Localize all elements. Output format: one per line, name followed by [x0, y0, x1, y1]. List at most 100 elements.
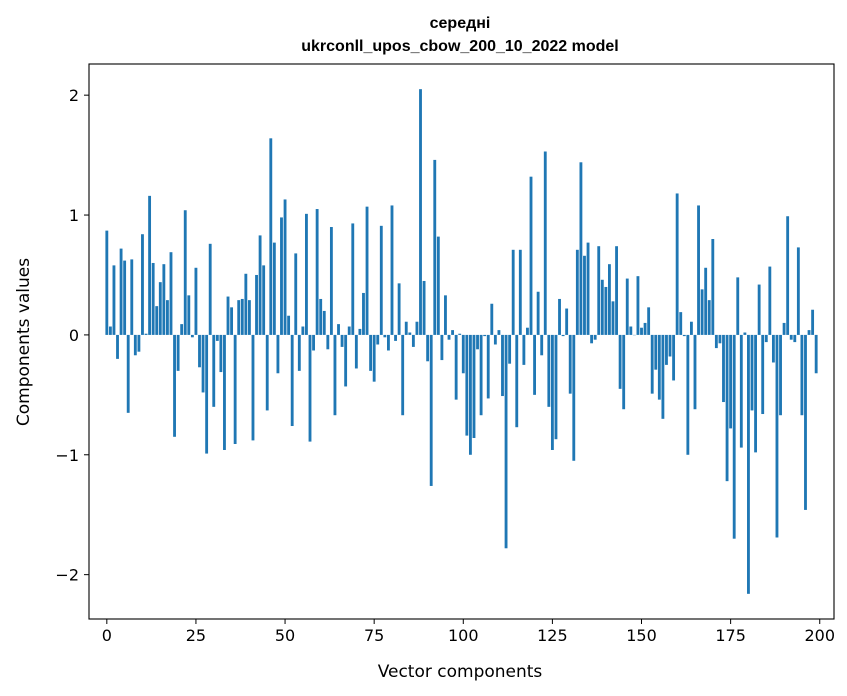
- bar-component-56: [305, 213, 308, 335]
- bar-component-151: [643, 322, 647, 335]
- bar-component-103: [472, 334, 476, 438]
- bar-component-149: [636, 276, 640, 335]
- bar-component-67: [344, 334, 348, 387]
- bar-component-132: [575, 249, 579, 335]
- bar-component-84: [404, 321, 408, 335]
- bar-component-5: [123, 260, 127, 335]
- bar-component-186: [768, 266, 772, 335]
- bar-component-48: [276, 334, 280, 374]
- bar-component-190: [782, 322, 786, 335]
- bar-component-14: [155, 306, 159, 335]
- bar-component-21: [180, 324, 184, 335]
- y-tick-label: 2: [69, 86, 79, 105]
- bar-component-37: [237, 300, 241, 335]
- bar-component-147: [629, 326, 633, 335]
- bar-component-63: [329, 227, 333, 335]
- bar-component-60: [319, 298, 323, 335]
- y-axis-ticks: −2 −1 0 1 2: [55, 86, 89, 585]
- bar-component-18: [169, 252, 173, 335]
- bar-component-93: [436, 236, 440, 335]
- bar-component-124: [547, 334, 551, 407]
- bar-component-122: [540, 334, 544, 356]
- bar-component-109: [493, 334, 497, 345]
- bar-component-178: [739, 334, 743, 448]
- bar-component-50: [283, 199, 287, 335]
- bar-component-86: [411, 334, 415, 347]
- bar-component-160: [675, 193, 679, 335]
- bar-component-15: [158, 282, 162, 335]
- bar-component-61: [322, 310, 326, 335]
- bar-component-49: [280, 217, 283, 335]
- bar-component-163: [686, 334, 690, 455]
- bar-component-192: [789, 334, 793, 340]
- bar-component-159: [672, 334, 676, 381]
- bar-component-172: [718, 334, 722, 344]
- bar-component-187: [771, 334, 775, 363]
- bar-component-115: [515, 334, 519, 428]
- y-tick-label: −2: [55, 566, 79, 585]
- bar-component-69: [351, 223, 355, 335]
- x-tick-label: 125: [537, 626, 568, 645]
- plot-frame: [88, 63, 835, 620]
- bar-component-71: [358, 328, 362, 335]
- bar-component-146: [625, 278, 629, 335]
- bar-component-76: [376, 334, 380, 345]
- y-axis-label: Components values: [14, 258, 34, 426]
- bar-component-101: [465, 334, 469, 436]
- bar-component-33: [223, 334, 226, 450]
- bar-component-189: [779, 334, 782, 416]
- bar-component-3: [116, 334, 119, 359]
- bar-component-181: [750, 334, 754, 411]
- bar-component-57: [308, 334, 312, 442]
- bar-component-137: [593, 334, 597, 340]
- bar-component-78: [383, 334, 387, 338]
- bar-component-30: [212, 334, 216, 407]
- bar-component-150: [640, 327, 643, 335]
- bar-component-82: [397, 283, 401, 335]
- bar-component-10: [141, 234, 144, 335]
- bar-component-152: [647, 307, 651, 335]
- bar-component-40: [247, 300, 251, 335]
- bar-component-47: [272, 242, 276, 335]
- bar-component-143: [615, 246, 618, 335]
- bar-component-112: [504, 334, 508, 549]
- bar-component-140: [604, 286, 608, 335]
- bar-component-176: [732, 334, 736, 539]
- bar-component-107: [486, 334, 490, 399]
- bar-component-65: [337, 324, 340, 335]
- bar-component-142: [611, 301, 615, 335]
- bar-component-72: [362, 292, 365, 335]
- bar-component-34: [226, 296, 230, 335]
- bar-component-179: [743, 332, 747, 335]
- bar-component-13: [151, 262, 155, 335]
- bar-component-129: [565, 308, 569, 335]
- bar-component-154: [654, 334, 658, 370]
- bar-component-83: [401, 334, 405, 416]
- bar-component-53: [294, 253, 298, 335]
- bar-component-117: [522, 334, 526, 365]
- bar-component-118: [526, 327, 529, 335]
- bar-component-43: [258, 235, 262, 335]
- bar-component-66: [340, 334, 344, 347]
- bar-component-97: [451, 330, 455, 335]
- bar-component-100: [461, 334, 465, 374]
- bar-component-111: [501, 334, 504, 397]
- bar-component-128: [561, 334, 565, 337]
- bar-component-174: [725, 334, 729, 482]
- bar-component-166: [697, 205, 700, 335]
- bar-component-133: [579, 162, 583, 335]
- bar-component-185: [764, 334, 768, 343]
- bar-component-45: [265, 334, 269, 411]
- bar-component-27: [201, 334, 205, 393]
- bar-component-96: [447, 334, 451, 340]
- bars-group: [105, 89, 818, 594]
- bar-component-127: [558, 298, 561, 335]
- bar-component-2: [112, 265, 116, 335]
- bar-component-80: [390, 205, 394, 335]
- bar-component-177: [736, 277, 740, 335]
- bar-component-198: [811, 309, 815, 335]
- x-tick-label: 75: [364, 626, 384, 645]
- bar-component-7: [130, 259, 134, 335]
- bar-component-39: [244, 273, 248, 335]
- bar-component-102: [468, 334, 472, 455]
